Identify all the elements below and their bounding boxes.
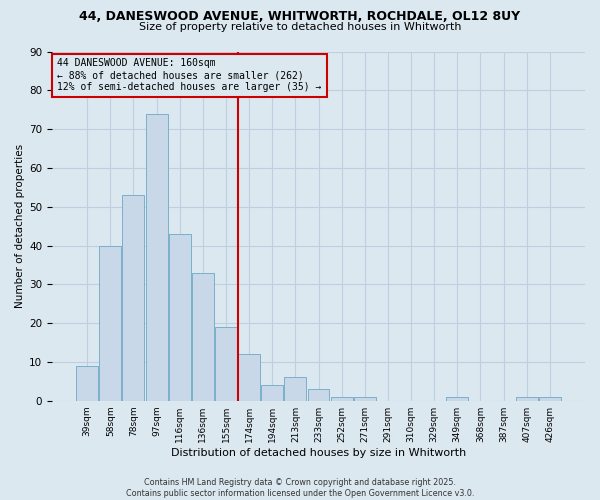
Bar: [261, 385, 283, 400]
Bar: [354, 397, 376, 400]
Text: Contains HM Land Registry data © Crown copyright and database right 2025.
Contai: Contains HM Land Registry data © Crown c…: [126, 478, 474, 498]
Bar: [539, 397, 561, 400]
Text: 44 DANESWOOD AVENUE: 160sqm
← 88% of detached houses are smaller (262)
12% of se: 44 DANESWOOD AVENUE: 160sqm ← 88% of det…: [58, 58, 322, 92]
Bar: [146, 114, 167, 401]
Bar: [331, 397, 353, 400]
Bar: [515, 397, 538, 400]
Bar: [308, 389, 329, 400]
Bar: [76, 366, 98, 400]
X-axis label: Distribution of detached houses by size in Whitworth: Distribution of detached houses by size …: [171, 448, 466, 458]
Y-axis label: Number of detached properties: Number of detached properties: [15, 144, 25, 308]
Text: Size of property relative to detached houses in Whitworth: Size of property relative to detached ho…: [139, 22, 461, 32]
Bar: [192, 272, 214, 400]
Bar: [284, 378, 307, 400]
Bar: [446, 397, 468, 400]
Bar: [169, 234, 191, 400]
Bar: [100, 246, 121, 400]
Text: 44, DANESWOOD AVENUE, WHITWORTH, ROCHDALE, OL12 8UY: 44, DANESWOOD AVENUE, WHITWORTH, ROCHDAL…: [79, 10, 521, 23]
Bar: [238, 354, 260, 401]
Bar: [215, 327, 237, 400]
Bar: [122, 195, 145, 400]
